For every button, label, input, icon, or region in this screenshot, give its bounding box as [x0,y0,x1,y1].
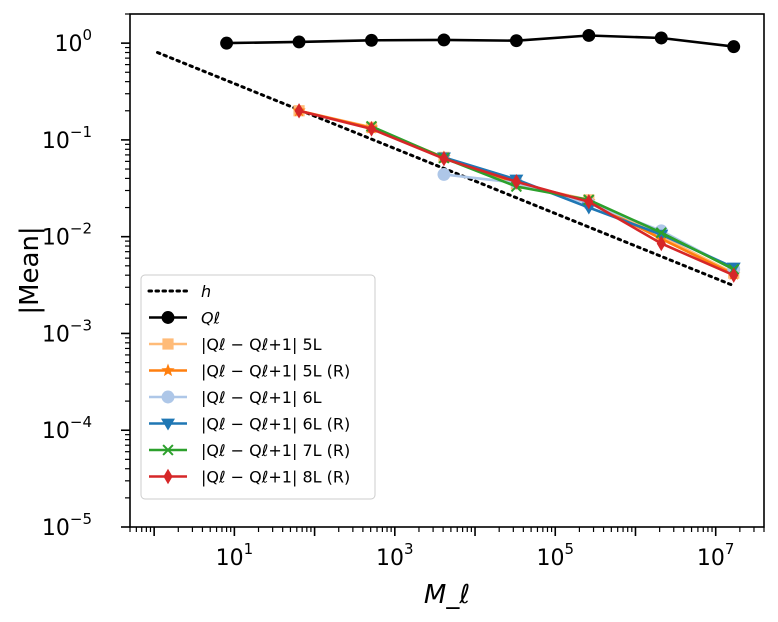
series-line-q [226,34,734,48]
legend-entry-6l: |Qℓ − Qℓ+1| 6L [149,388,322,407]
legend-label-7lr: |Qℓ − Qℓ+1| 7L (R) [201,441,350,460]
point-q-6 [654,31,668,45]
legend-label-5l: |Qℓ − Qℓ+1| 5L [201,335,322,354]
point-q-0 [220,36,234,50]
x-tick-label: 105 [536,540,574,571]
y-tick-label: 10−1 [42,123,92,154]
legend-label-h: h [201,282,211,301]
point-q-4 [509,34,523,48]
point-q-3 [437,33,451,47]
legend-marker-6l [161,390,175,404]
legend-label-8lr: |Qℓ − Qℓ+1| 8L (R) [201,468,350,487]
y-tick-label: 10−5 [42,510,92,541]
series-5lr [292,103,741,280]
point-q-1 [292,35,306,49]
legend-entry-7lr: |Qℓ − Qℓ+1| 7L (R) [149,441,350,460]
legend-entry-6lr: |Qℓ − Qℓ+1| 6L (R) [149,415,350,434]
plot-frame [129,13,765,528]
legend: h Qℓ |Qℓ − Qℓ+1| 5L |Qℓ − Qℓ+1| 5L (R) |Qℓ −… [140,274,376,500]
legend-marker-6lr [161,418,175,431]
legend-label-5lr: |Qℓ − Qℓ+1| 5L (R) [201,362,350,381]
y-tick-label: 100 [54,26,92,57]
point-q-2 [365,33,378,47]
legend-marker-7lr [162,444,174,456]
series-layer [156,29,741,288]
y-axis-label: |Mean| [15,226,45,314]
legend-marker-5lr [161,363,175,377]
x-tick-label: 101 [216,540,254,571]
point-6lr-3 [654,229,669,242]
y-tick-label: 10−2 [42,220,92,251]
legend-box [140,274,376,500]
series-line-5l [298,109,735,275]
y-axis: 100 10−1 10−2 10−3 10−4 10−5 [42,13,130,541]
point-8lr-6 [729,267,739,283]
series-5l [293,105,740,279]
legend-entry-h: h [147,282,211,301]
legend-entry-q: Qℓ [149,309,220,328]
legend-entry-5l: |Qℓ − Qℓ+1| 5L [149,335,322,354]
point-8lr-0 [294,103,304,119]
legend-entry-5lr: |Qℓ − Qℓ+1| 5L (R) [149,362,350,381]
y-tick-label: 10−3 [42,316,92,347]
series-7lr [365,120,740,275]
x-tick-label: 107 [697,540,735,571]
point-q-5 [582,29,596,42]
legend-label-q: Qℓ [201,309,220,328]
point-8lr-5 [656,235,666,252]
x-axis: 101 103 105 107 [129,527,765,571]
legend-label-6lr: |Qℓ − Qℓ+1| 6L (R) [201,415,350,434]
point-8lr-4 [584,193,594,210]
point-8lr-1 [366,121,377,137]
series-8lr [294,103,739,283]
series-q [220,29,741,54]
legend-entry-8lr: |Qℓ − Qℓ+1| 8L (R) [149,468,350,487]
legend-marker-8lr [163,468,173,485]
point-6l-0 [437,167,451,181]
legend-label-6l: |Qℓ − Qℓ+1| 6L [201,388,322,407]
y-tick-label: 10−4 [42,413,92,444]
point-7lr-4 [655,227,667,239]
legend-marker-q [161,311,175,324]
legend-marker-5l [162,338,174,350]
x-tick-label: 103 [376,540,414,571]
point-8lr-2 [439,150,449,167]
series-line-5lr [298,109,735,276]
point-q-7 [727,40,741,54]
point-8lr-3 [511,173,521,190]
x-axis-label: M_ℓ [424,580,470,610]
